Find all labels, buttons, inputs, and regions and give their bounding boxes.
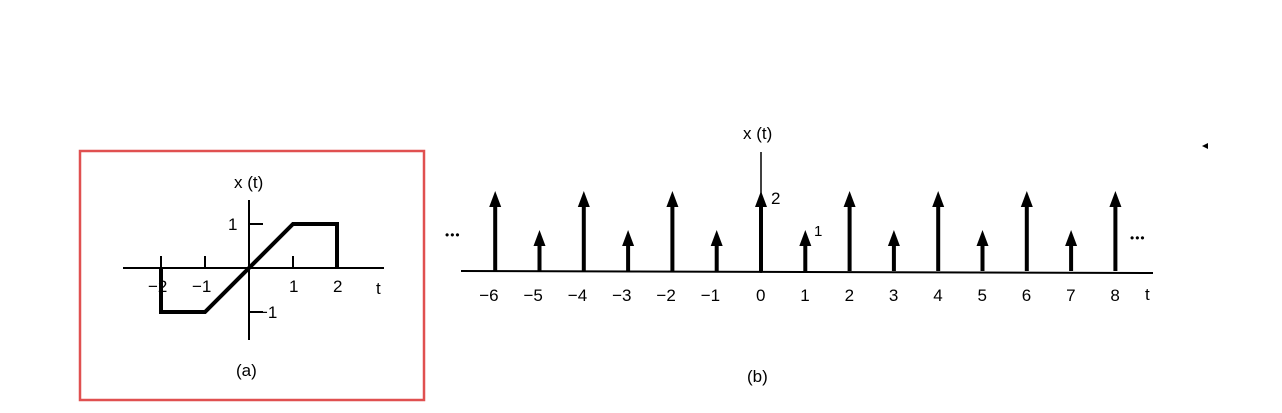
figure-b-x-tick-label: 2 bbox=[845, 286, 854, 305]
impulse-arrowhead bbox=[887, 230, 900, 246]
impulse-arrowhead bbox=[1065, 230, 1078, 246]
figure-a-y-tick-label: 1 bbox=[228, 215, 237, 234]
figure-a-waveform bbox=[159, 222, 339, 314]
impulse-arrowhead bbox=[577, 191, 590, 207]
impulse-label-2: 2 bbox=[771, 189, 780, 208]
figure-b-x-tick-label: 3 bbox=[889, 286, 898, 305]
figure-b-caption: (b) bbox=[747, 367, 768, 386]
figure-a-x-tick-label: 1 bbox=[289, 277, 298, 296]
impulse-arrowhead bbox=[533, 230, 546, 246]
impulse-arrowhead bbox=[710, 230, 723, 246]
figure-b-ylabel: x (t) bbox=[743, 124, 772, 143]
impulse-arrowhead bbox=[843, 191, 856, 207]
highlight-box bbox=[78, 149, 426, 402]
impulse-arrowhead bbox=[1109, 191, 1122, 207]
ellipsis-left: ••• bbox=[445, 228, 461, 242]
impulse-arrowhead bbox=[489, 191, 502, 207]
figure-a-xlabel: t bbox=[376, 279, 381, 298]
figure-b-x-tick-label: 6 bbox=[1022, 286, 1031, 305]
figure-a-y-tick-label: −1 bbox=[258, 303, 277, 322]
stray-mark bbox=[1202, 143, 1208, 149]
figure-b-x-tick-label: −4 bbox=[568, 286, 587, 305]
figure-b-x-tick-label: 0 bbox=[756, 286, 765, 305]
figure-a-x-tick-label: 2 bbox=[333, 277, 342, 296]
figure-b-x-tick-label: 5 bbox=[978, 286, 987, 305]
impulse-arrowhead bbox=[622, 230, 635, 246]
impulse-arrowhead bbox=[755, 191, 767, 207]
figure-b-x-axis bbox=[460, 270, 1154, 274]
figure-a-x-tick-label: −2 bbox=[148, 277, 167, 296]
figure-b-x-tick-label: −1 bbox=[701, 286, 720, 305]
figure-b-x-tick-label: −6 bbox=[479, 286, 498, 305]
figure-b-x-tick-label: 1 bbox=[800, 286, 809, 305]
figure-a-plot: −2 −1 1 2 1 −1 x (t) t (a) bbox=[123, 173, 384, 380]
impulse-arrowhead bbox=[799, 230, 812, 246]
figure-b-x-tick-label: 8 bbox=[1110, 286, 1119, 305]
impulse-label-1: 1 bbox=[814, 223, 822, 240]
figure-b-x-tick-label: 7 bbox=[1066, 286, 1075, 305]
impulse-arrowhead bbox=[1020, 191, 1033, 207]
impulse-arrowhead bbox=[666, 191, 679, 207]
figure-a-ylabel: x (t) bbox=[234, 173, 263, 192]
figure-a-x-tick-label: −1 bbox=[192, 277, 211, 296]
figure-b-plot: −6 −5 −4 −3 −2 −1 0 1 2 3 4 5 6 7 8 x (t) t 2 1 ••• ••… bbox=[445, 124, 1154, 386]
figure-b-x-tick-label: −5 bbox=[524, 286, 543, 305]
impulse-arrowhead bbox=[932, 191, 945, 207]
figure-a-caption: (a) bbox=[236, 361, 257, 380]
figure-b-x-tick-label: −2 bbox=[656, 286, 675, 305]
figure-b-xlabel: t bbox=[1145, 285, 1150, 304]
ellipsis-right: ••• bbox=[1130, 231, 1146, 245]
impulse-arrowhead bbox=[976, 230, 989, 246]
figure-b-x-tick-label: 4 bbox=[933, 286, 942, 305]
figure-b-x-tick-label: −3 bbox=[612, 286, 631, 305]
